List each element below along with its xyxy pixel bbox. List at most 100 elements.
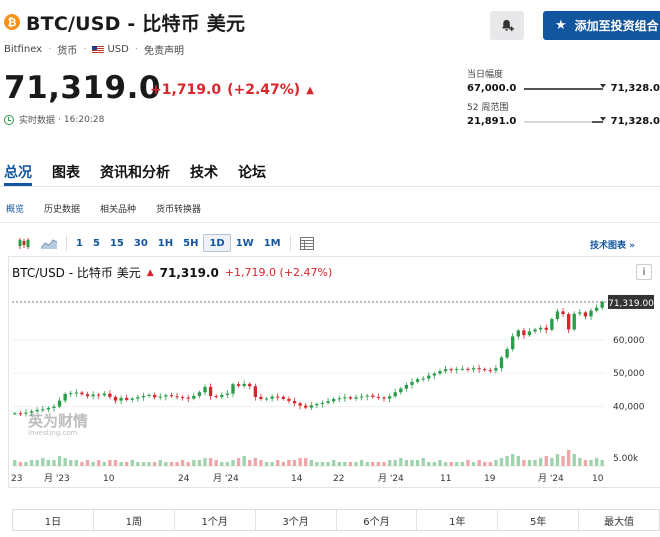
range-3m[interactable]: 3个月 xyxy=(256,510,337,530)
candle xyxy=(152,394,157,398)
quote-time: 16:20:28 xyxy=(63,114,105,125)
info-button[interactable]: i xyxy=(636,264,652,280)
change-value: +1,719.0 xyxy=(150,82,222,98)
interval-1h[interactable]: 1H xyxy=(157,237,174,249)
volume-bar xyxy=(427,462,431,466)
candle xyxy=(85,394,90,397)
instrument-title: BTC/USD - 比特币 美元 xyxy=(26,12,246,35)
week52-range: 52 周范围 21,891.0 71,328.0 xyxy=(467,100,660,127)
interval-30[interactable]: 30 xyxy=(133,237,148,249)
candle xyxy=(343,397,347,399)
candle xyxy=(538,327,543,330)
volume-bar xyxy=(410,460,414,466)
candle xyxy=(292,400,297,404)
candle xyxy=(315,403,319,406)
candle xyxy=(511,336,515,350)
volume-bar xyxy=(443,462,448,466)
alert-button[interactable] xyxy=(490,11,524,40)
watermark-sub: Investing.com xyxy=(28,429,78,437)
x-tick-label: 19 xyxy=(484,474,496,484)
range-1m[interactable]: 1个月 xyxy=(175,510,256,530)
candle xyxy=(158,396,162,398)
add-to-portfolio-button[interactable]: ★ 添加至投资组合 xyxy=(543,11,660,40)
disclaimer-link[interactable]: 免责声明 xyxy=(144,46,185,57)
volume-bar xyxy=(203,458,207,466)
instrument-type: 货币 xyxy=(57,46,78,57)
candle xyxy=(483,369,487,371)
candle xyxy=(594,307,599,311)
candle xyxy=(371,395,375,397)
time-range-selector: 1日 1周 1个月 3个月 6个月 1年 5年 最大值 xyxy=(12,509,660,531)
volume-bar xyxy=(533,460,537,466)
volume-bar xyxy=(85,460,90,466)
volume-bar xyxy=(270,462,274,466)
range-1y[interactable]: 1年 xyxy=(417,510,499,530)
range-1d[interactable]: 1日 xyxy=(13,510,94,530)
candle xyxy=(186,397,190,399)
candle xyxy=(410,381,414,385)
candle xyxy=(415,379,420,382)
week52-range-bar xyxy=(524,116,606,123)
candle xyxy=(169,395,174,397)
tab-forum[interactable]: 论坛 xyxy=(238,165,266,181)
volume-bar xyxy=(41,458,45,466)
volume-bar xyxy=(337,462,341,466)
volume-bar xyxy=(415,460,420,466)
tab-news-analysis[interactable]: 资讯和分析 xyxy=(100,165,170,181)
interval-5h[interactable]: 5H xyxy=(183,237,199,249)
interval-1d[interactable]: 1D xyxy=(203,234,231,252)
volume-bar xyxy=(371,462,375,466)
candle xyxy=(214,395,218,397)
range-max[interactable]: 最大值 xyxy=(604,516,635,528)
chart-change: +1,719.0 (+2.47%) xyxy=(224,266,333,279)
range-5y[interactable]: 5年 xyxy=(498,510,580,530)
tab-technical[interactable]: 技术 xyxy=(190,165,218,181)
candle xyxy=(125,397,129,400)
tab-overview[interactable]: 总况 xyxy=(4,165,32,181)
subtab-historical-data[interactable]: 历史数据 xyxy=(44,205,81,215)
table-view-button[interactable] xyxy=(295,234,319,252)
volume-bar xyxy=(538,458,543,466)
candle xyxy=(348,397,353,399)
interval-15[interactable]: 15 xyxy=(109,237,124,249)
instrument-meta: Bitfinex · 货币 · USD · 免责声明 xyxy=(4,44,185,57)
candlestick-type-button[interactable] xyxy=(12,234,36,252)
candle xyxy=(471,368,476,370)
candle xyxy=(236,384,241,386)
volume-bar xyxy=(399,458,403,466)
sub-tabs: 概览 历史数据 相关品种 货币转换器 xyxy=(6,202,201,215)
candle xyxy=(382,397,386,399)
interval-1m[interactable]: 1M xyxy=(263,237,281,249)
candle xyxy=(102,393,106,396)
volume-bar xyxy=(516,456,520,466)
subtab-converter[interactable]: 货币转换器 xyxy=(156,205,202,215)
currency-label: USD xyxy=(107,44,129,55)
volume-bar xyxy=(141,462,146,466)
tab-chart[interactable]: 图表 xyxy=(52,165,80,181)
volume-bar xyxy=(119,462,123,466)
volume-bar xyxy=(432,462,437,466)
volume-bar xyxy=(152,462,157,466)
volume-bar xyxy=(113,460,118,466)
volume-bar xyxy=(320,462,325,466)
interval-5[interactable]: 5 xyxy=(92,237,100,249)
range-1w[interactable]: 1周 xyxy=(94,510,175,530)
volume-bar xyxy=(264,462,269,466)
volume-bar xyxy=(225,462,230,466)
candle xyxy=(18,413,23,415)
candle xyxy=(309,405,313,408)
subtab-overview[interactable]: 概览 xyxy=(6,205,25,215)
subtab-related[interactable]: 相关品种 xyxy=(100,205,137,215)
x-tick-label: 22 xyxy=(333,474,344,484)
volume-bar xyxy=(80,462,84,466)
candlestick-icon xyxy=(18,237,30,249)
area-type-button[interactable] xyxy=(36,234,62,252)
candle xyxy=(231,384,235,394)
technical-chart-link[interactable]: 技术图表 » xyxy=(590,241,635,251)
volume-bar xyxy=(527,460,532,466)
interval-1[interactable]: 1 xyxy=(76,237,83,249)
interval-1w[interactable]: 1W xyxy=(235,237,254,249)
range-6m[interactable]: 6个月 xyxy=(337,510,418,530)
volume-bar xyxy=(359,460,364,466)
